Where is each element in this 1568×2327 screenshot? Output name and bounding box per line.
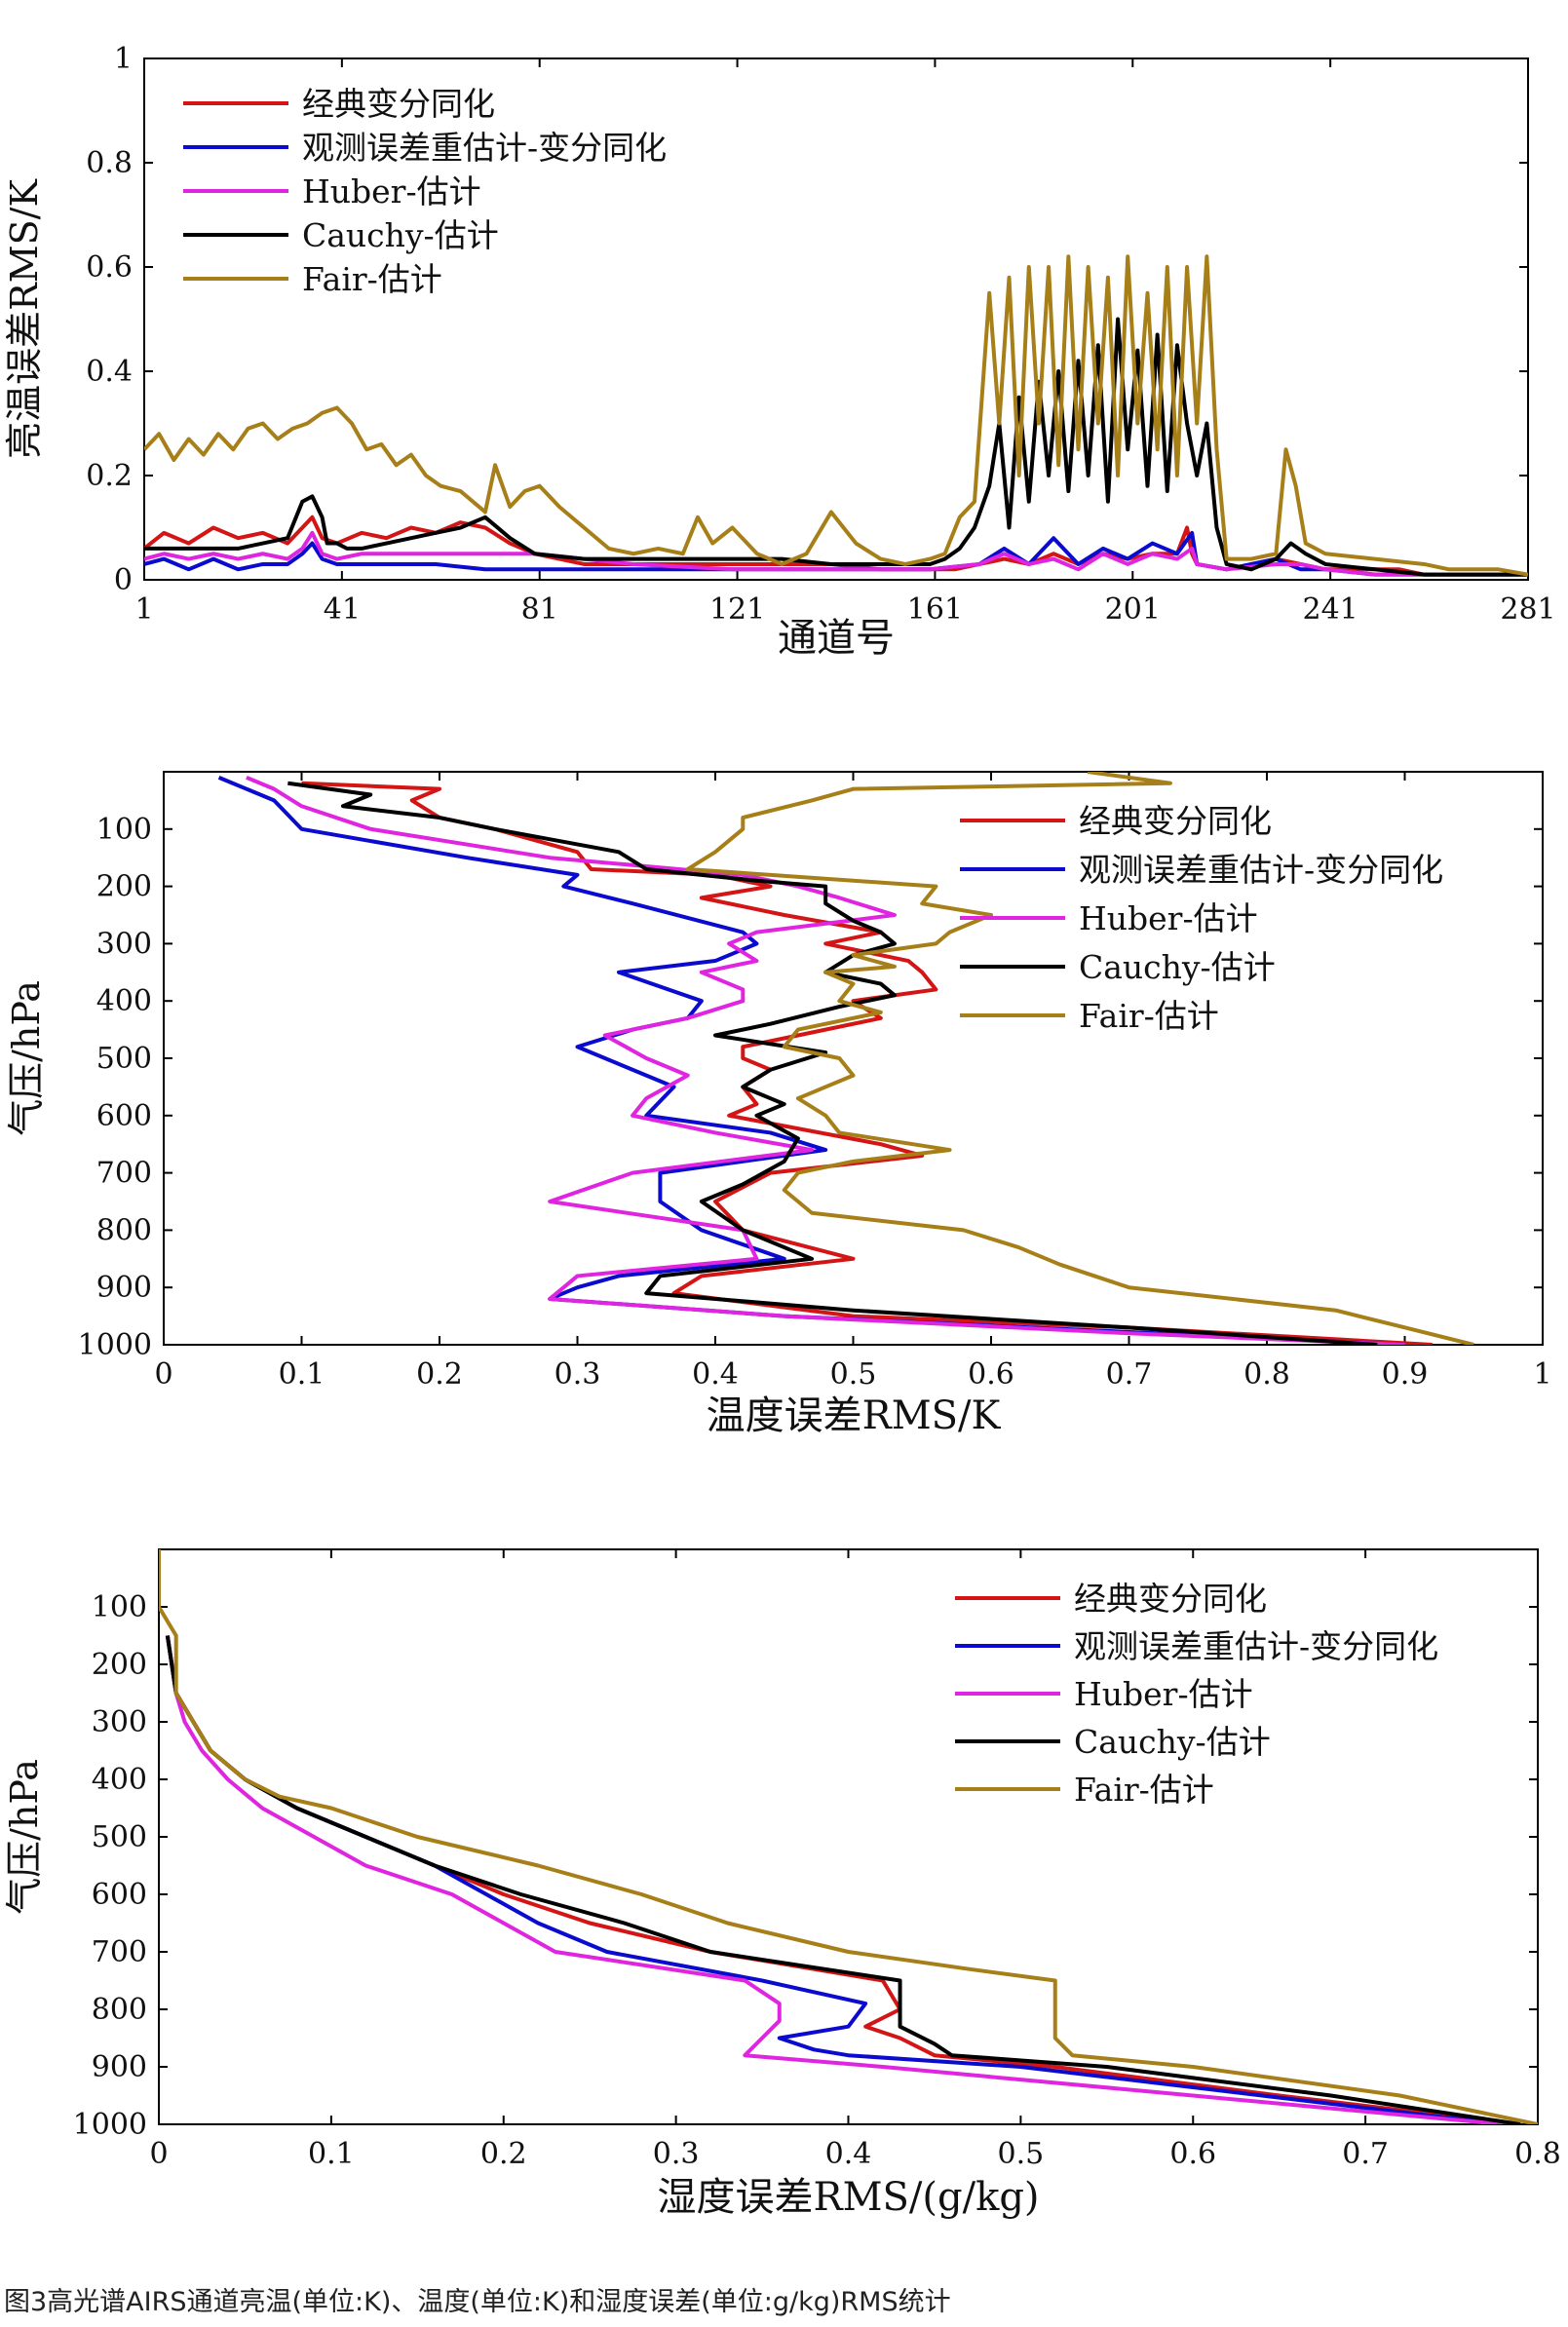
chart-1-legend-label-2: 观测误差重估计-变分同化: [302, 129, 667, 167]
chart-2-legend-label-1: 经典变分同化: [1079, 802, 1272, 840]
chart-1-legend-label-5: Fair-估计: [302, 260, 442, 298]
chart-3-series-line-5: [159, 1549, 1538, 2124]
chart-1-series-line-5: [144, 254, 1528, 577]
chart-3-ytick-label: 500: [92, 1820, 147, 1854]
chart-2-series-line-1: [301, 781, 1433, 1345]
chart-1-series-line-3: [144, 530, 1528, 577]
chart-1-ytick-label: 0.2: [86, 459, 133, 493]
chart-1-legend-label-1: 经典变分同化: [302, 85, 495, 123]
figure-caption: 图3高光谱AIRS通道亮温(单位:K)、温度(单位:K)和湿度误差(单位:g/k…: [4, 2287, 951, 2317]
chart-1-xtick-label: 241: [1303, 592, 1358, 627]
chart-1-series-line-4: [144, 317, 1528, 577]
chart-2-xtick-label: 0.2: [416, 1357, 463, 1392]
chart-2-xtick-label: 1: [1533, 1357, 1551, 1392]
chart-2-ytick-label: 700: [96, 1157, 152, 1191]
chart-1-xtick-label: 281: [1500, 592, 1555, 627]
chart-1-x-axis-label: 通道号: [778, 616, 895, 661]
chart-2-ytick-label: 800: [96, 1213, 152, 1247]
chart-2-ytick-label: 500: [96, 1042, 152, 1076]
chart-2-xtick-label: 0.7: [1106, 1357, 1153, 1392]
chart-2-xtick-label: 0: [154, 1357, 172, 1392]
chart-1-ytick-label: 0.4: [86, 355, 133, 389]
chart-2-xtick-label: 0.5: [830, 1357, 877, 1392]
chart-1-ytick-label: 1: [114, 42, 133, 76]
chart-3-ytick-label: 700: [92, 1935, 147, 1969]
chart-3-legend-label-5: Fair-估计: [1074, 1771, 1214, 1809]
chart-3-ytick-label: 900: [92, 2050, 147, 2084]
chart-3-xtick-label: 0.6: [1169, 2137, 1216, 2171]
chart-2-xtick-label: 0.4: [692, 1357, 739, 1392]
chart-1-xtick-label: 121: [709, 592, 765, 627]
chart-3-ytick-label: 1000: [73, 2108, 147, 2142]
chart-3-legend-label-4: Cauchy-估计: [1074, 1723, 1271, 1761]
chart-1-xtick-label: 201: [1105, 592, 1161, 627]
chart-2-xtick-label: 0.8: [1243, 1357, 1290, 1392]
chart-2-legend-label-2: 观测误差重估计-变分同化: [1079, 851, 1443, 889]
chart-3-xtick-label: 0.4: [825, 2137, 872, 2171]
chart-2-ytick-label: 1000: [78, 1328, 152, 1362]
chart-2-series-line-2: [217, 776, 1405, 1345]
chart-3-xtick-label: 0.1: [308, 2137, 355, 2171]
chart-2-x-axis-label: 温度误差RMS/K: [707, 1393, 1002, 1438]
chart-3-ytick-label: 100: [92, 1590, 147, 1624]
chart-3-xtick-label: 0.7: [1342, 2137, 1389, 2171]
chart-1-xtick-label: 41: [324, 592, 361, 627]
chart-2-series-line-3: [246, 776, 1405, 1345]
chart-2-legend-label-5: Fair-估计: [1079, 997, 1219, 1035]
chart-3-ytick-label: 800: [92, 1993, 147, 2027]
chart-3-ytick-label: 200: [92, 1648, 147, 1682]
chart-1-legend-label-4: Cauchy-估计: [302, 216, 499, 254]
chart-1-legend-label-3: Huber-估计: [302, 172, 481, 210]
chart-3-series-line-3: [165, 1635, 1504, 2124]
chart-3-xtick-label: 0: [149, 2137, 168, 2171]
chart-2-xtick-label: 0.1: [279, 1357, 325, 1392]
chart-3-ytick-label: 400: [92, 1763, 147, 1797]
chart-3-legend-label-1: 经典变分同化: [1074, 1580, 1267, 1618]
chart-3-ytick-label: 300: [92, 1705, 147, 1739]
chart-1-xtick-label: 161: [907, 592, 963, 627]
chart-2-plot-area: [163, 771, 1544, 1346]
chart-2-series-line-4: [287, 781, 1378, 1345]
chart-3-legend-label-2: 观测误差重估计-变分同化: [1074, 1627, 1438, 1665]
chart-1-y-axis-label: 亮温误差RMS/K: [3, 179, 46, 459]
chart-2-series-line-5: [685, 772, 1474, 1345]
chart-2-xtick-label: 0.9: [1382, 1357, 1429, 1392]
chart-2-xtick-label: 0.3: [555, 1357, 601, 1392]
chart-3-legend-label-3: Huber-估计: [1074, 1675, 1253, 1713]
chart-2-xtick-label: 0.6: [968, 1357, 1014, 1392]
chart-2-ytick-label: 400: [96, 984, 152, 1018]
chart-1-xtick-label: 1: [134, 592, 153, 627]
chart-1-xtick-label: 81: [521, 592, 558, 627]
chart-2-y-axis-label: 气压/hPa: [5, 980, 48, 1136]
chart-3-ytick-label: 600: [92, 1878, 147, 1912]
chart-3-y-axis-label: 气压/hPa: [3, 1759, 46, 1915]
chart-3-x-axis-label: 湿度误差RMS/(g/kg): [657, 2175, 1039, 2220]
chart-2-ytick-label: 300: [96, 927, 152, 961]
chart-1-ytick-label: 0: [114, 563, 133, 597]
chart-3-xtick-label: 0.5: [998, 2137, 1045, 2171]
chart-2-legend-label-3: Huber-估计: [1079, 899, 1258, 937]
chart-2-ytick-label: 200: [96, 870, 152, 904]
chart-1-ytick-label: 0.6: [86, 250, 133, 285]
chart-2-ytick-label: 900: [96, 1271, 152, 1305]
chart-3-xtick-label: 0.8: [1514, 2137, 1561, 2171]
chart-3-xtick-label: 0.2: [480, 2137, 527, 2171]
chart-2-ytick-label: 600: [96, 1099, 152, 1133]
chart-1-ytick-label: 0.8: [86, 146, 133, 180]
chart-2-ytick-label: 100: [96, 813, 152, 847]
chart-2-legend-label-4: Cauchy-估计: [1079, 948, 1276, 986]
chart-3-xtick-label: 0.3: [653, 2137, 700, 2171]
